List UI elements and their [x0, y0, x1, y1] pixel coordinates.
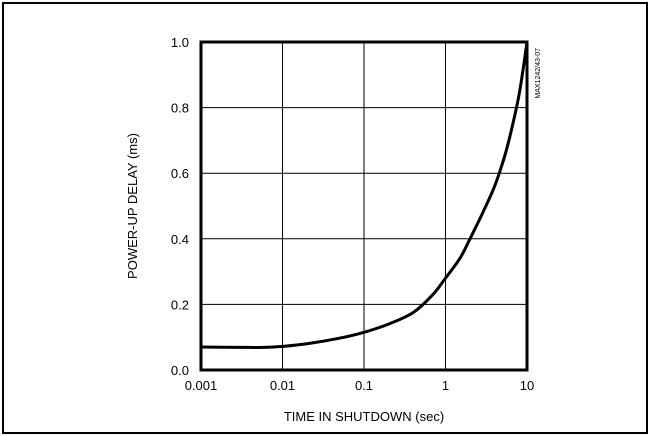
x-axis-label: TIME IN SHUTDOWN (sec): [284, 409, 444, 424]
x-tick-label: 0.1: [355, 378, 373, 393]
x-tick-label: 1: [442, 378, 449, 393]
x-tick-label: 0.001: [185, 378, 218, 393]
tick-labels: 0.001 0.01 0.1 1 10 0.0 0.2 0.4 0.6 0.8 1.0: [171, 35, 534, 393]
y-tick-label: 0.8: [171, 101, 189, 116]
y-tick-label: 1.0: [171, 35, 189, 50]
grid-lines: [200, 41, 528, 371]
y-axis-label: POWER-UP DELAY (ms): [125, 133, 140, 279]
x-tick-label: 0.01: [270, 378, 295, 393]
series-line: [200, 41, 529, 349]
chart-id-label: MAX1242/43-07: [535, 48, 542, 99]
y-tick-label: 0.4: [171, 232, 189, 247]
plot-area: [199, 40, 529, 372]
y-tick-label: 0.0: [171, 363, 189, 378]
x-tick-label: 10: [520, 378, 534, 393]
y-tick-label: 0.2: [171, 297, 189, 312]
y-tick-label: 0.6: [171, 166, 189, 181]
